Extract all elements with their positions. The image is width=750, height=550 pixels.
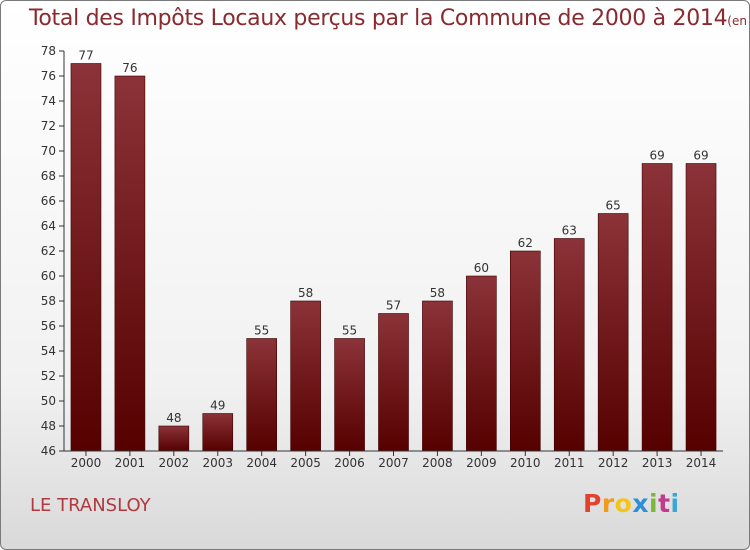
bar-value-label: 76 (122, 61, 137, 75)
y-tick-label: 54 (41, 344, 56, 358)
bar-value-label: 55 (254, 324, 269, 338)
title-unit: (en milliers d'€) (727, 14, 749, 28)
y-tick-label: 68 (41, 169, 56, 183)
bar-value-label: 77 (78, 49, 93, 63)
logo-letter: i (649, 489, 659, 518)
bar-2010 (509, 250, 541, 452)
bar-2009 (466, 275, 497, 452)
y-axis: 46 48 50 52 54 56 58 60 62 64 66 68 70 72 74 76 78 (41, 44, 65, 458)
x-tick-label: 2013 (642, 456, 673, 470)
bar-2003 (202, 413, 234, 452)
x-tick-label: 2004 (246, 456, 277, 470)
bar-2001 (114, 75, 146, 452)
bar-2002 (158, 425, 190, 452)
bar-value-label: 63 (562, 224, 577, 238)
y-tick-label: 46 (41, 444, 56, 458)
bar-value-label: 55 (342, 324, 357, 338)
y-tick-label: 58 (41, 294, 56, 308)
bar-value-label: 65 (606, 199, 621, 213)
y-tick-label: 72 (41, 119, 56, 133)
x-tick-label: 2011 (554, 456, 585, 470)
y-tick-label: 78 (41, 44, 56, 58)
proxiti-logo[interactable]: Proxiti (583, 489, 680, 518)
x-tick-label: 2000 (71, 456, 102, 470)
logo-letter: o (614, 489, 633, 518)
x-tick-label: 2007 (378, 456, 409, 470)
logo-letter: i (670, 489, 680, 518)
bar-2004 (246, 338, 277, 452)
y-tick-label: 64 (41, 219, 56, 233)
bar-value-label: 58 (430, 286, 445, 300)
x-axis: 2000 2001 2002 2003 2004 2005 2006 2007 2008 2009… (64, 450, 723, 470)
commune-name: LE TRANSLOY (30, 495, 151, 516)
title-text: Total des Impôts Locaux perçus par la Co… (29, 6, 728, 31)
y-tick-label: 50 (41, 394, 56, 408)
bar-value-label: 48 (166, 411, 181, 425)
logo-letter: t (658, 489, 671, 518)
x-tick-label: 2014 (686, 456, 717, 470)
bar-value-label: 69 (693, 149, 708, 163)
x-tick-label: 2001 (115, 456, 146, 470)
x-tick-label: 2006 (334, 456, 365, 470)
bar-2012 (597, 213, 629, 452)
y-tick-label: 76 (41, 69, 56, 83)
bar-2011 (553, 238, 585, 452)
bar-value-label: 49 (210, 399, 225, 413)
x-tick-label: 2008 (422, 456, 453, 470)
bar-value-label: 58 (298, 286, 313, 300)
y-tick-label: 66 (41, 194, 56, 208)
y-tick-label: 56 (41, 319, 56, 333)
y-tick-label: 52 (41, 369, 56, 383)
logo-letter: P (583, 489, 602, 518)
x-tick-label: 2010 (510, 456, 541, 470)
bar-2006 (334, 338, 365, 452)
x-tick-label: 2005 (290, 456, 321, 470)
logo-letter: x (632, 489, 649, 518)
bar-2007 (378, 313, 409, 452)
bars: 77 76 48 49 55 58 55 57 58 60 62 63 65 69 69 (70, 49, 717, 452)
bar-value-label: 60 (474, 261, 489, 275)
bar-value-label: 69 (649, 149, 664, 163)
bar-2008 (422, 300, 453, 452)
bar-2014 (685, 163, 717, 452)
x-tick-label: 2009 (466, 456, 497, 470)
bar-value-label: 62 (518, 236, 533, 250)
bar-2000 (70, 63, 102, 452)
y-tick-label: 60 (41, 269, 56, 283)
y-tick-label: 62 (41, 244, 56, 258)
logo-letter: r (601, 489, 615, 518)
x-tick-label: 2002 (159, 456, 190, 470)
x-tick-label: 2003 (202, 456, 233, 470)
y-tick-label: 70 (41, 144, 56, 158)
bar-value-label: 57 (386, 299, 401, 313)
chart-title: Total des Impôts Locaux perçus par la Co… (29, 6, 749, 31)
bar-2013 (641, 163, 673, 452)
x-tick-label: 2012 (598, 456, 629, 470)
y-tick-label: 74 (41, 94, 56, 108)
bar-2005 (290, 300, 321, 452)
y-tick-label: 48 (41, 419, 56, 433)
